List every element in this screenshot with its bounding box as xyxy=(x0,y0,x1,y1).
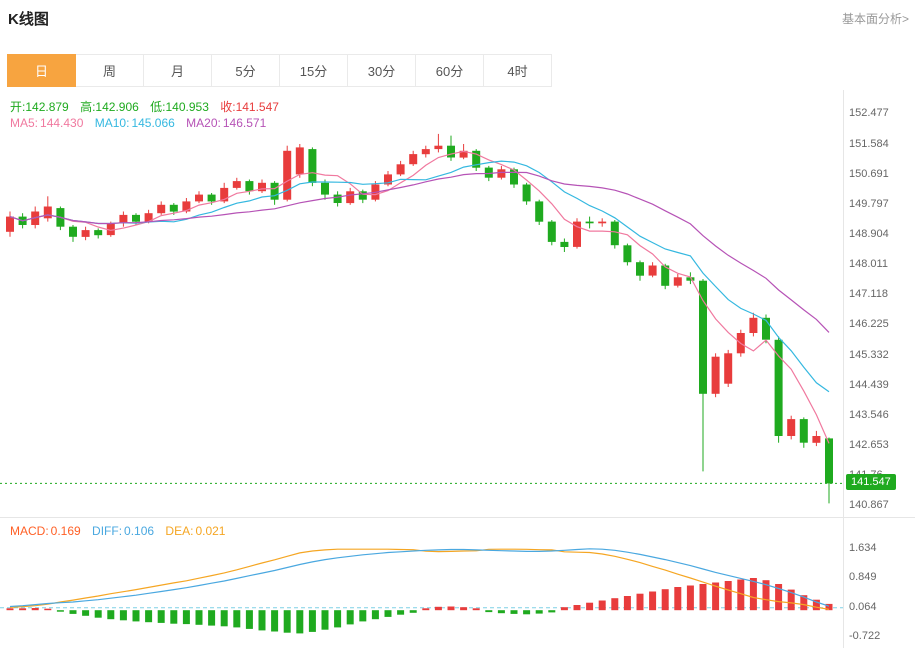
diff-readout: DIFF: 0.106 xyxy=(92,524,155,538)
close-readout: 收:141.547 xyxy=(220,100,279,114)
macd-panel[interactable]: MACD: 0.169 DIFF: 0.106 DEA: 0.021 xyxy=(0,517,843,648)
last-price-badge: 141.547 xyxy=(846,474,896,491)
price-tick-label: 145.332 xyxy=(849,348,889,361)
price-tick-label: 143.546 xyxy=(849,408,889,421)
tab-60min[interactable]: 60分 xyxy=(415,54,484,87)
tab-5min[interactable]: 5分 xyxy=(211,54,280,87)
macd-readout: MACD: 0.169 xyxy=(10,524,81,538)
dea-readout: DEA: 0.021 xyxy=(165,524,226,538)
price-tick-label: 148.011 xyxy=(849,258,888,271)
tab-month[interactable]: 月 xyxy=(143,54,212,87)
tab-week[interactable]: 周 xyxy=(75,54,144,87)
macd-tick-label: 0.849 xyxy=(849,571,877,584)
tab-4hour[interactable]: 4时 xyxy=(483,54,552,87)
price-axis: 141.547 152.477 151.584 150.691 149.797 148.… xyxy=(843,90,915,517)
period-tabs: 日 周 月 5分 15分 30分 60分 4时 xyxy=(7,54,552,87)
price-tick-label: 149.797 xyxy=(849,197,889,210)
tab-day[interactable]: 日 xyxy=(7,54,76,87)
price-tick-label: 146.225 xyxy=(849,318,889,331)
candlestick-chart[interactable] xyxy=(0,90,843,517)
open-readout: 开:142.879 xyxy=(10,100,69,114)
high-readout: 高:142.906 xyxy=(80,100,139,114)
fundamental-analysis-link[interactable]: 基本面分析> xyxy=(841,12,909,26)
price-tick-label: 151.584 xyxy=(849,137,889,150)
macd-axis: 1.634 0.849 0.064 -0.722 xyxy=(843,517,915,648)
macd-tick-label: -0.722 xyxy=(849,630,881,643)
ma5-readout: MA5: 144.430 xyxy=(10,116,84,130)
main-chart-area[interactable]: 开:142.879 高:142.906 低:140.953 收:141.547 … xyxy=(0,90,843,517)
macd-info: MACD: 0.169 DIFF: 0.106 DEA: 0.021 xyxy=(10,524,233,538)
ma-info: MA5: 144.430 MA10: 145.066 MA20: 146.571 xyxy=(10,116,274,130)
ma10-readout: MA10: 145.066 xyxy=(94,116,175,130)
page-title: K线图 xyxy=(8,11,49,28)
price-tick-label: 152.477 xyxy=(849,107,889,120)
price-tick-label: 140.867 xyxy=(849,499,889,512)
price-tick-label: 147.118 xyxy=(849,288,888,301)
ohlc-info: 开:142.879 高:142.906 低:140.953 收:141.547 xyxy=(10,98,287,115)
price-tick-label: 144.439 xyxy=(849,378,889,391)
price-tick-label: 150.691 xyxy=(849,167,889,180)
low-readout: 低:140.953 xyxy=(150,100,209,114)
macd-tick-label: 0.064 xyxy=(849,600,877,613)
macd-tick-label: 1.634 xyxy=(849,542,877,554)
price-tick-label: 142.653 xyxy=(849,439,889,451)
tab-30min[interactable]: 30分 xyxy=(347,54,416,87)
ma20-readout: MA20: 146.571 xyxy=(186,116,267,130)
macd-chart[interactable] xyxy=(0,518,843,648)
price-tick-label: 148.904 xyxy=(849,228,889,240)
tab-15min[interactable]: 15分 xyxy=(279,54,348,87)
